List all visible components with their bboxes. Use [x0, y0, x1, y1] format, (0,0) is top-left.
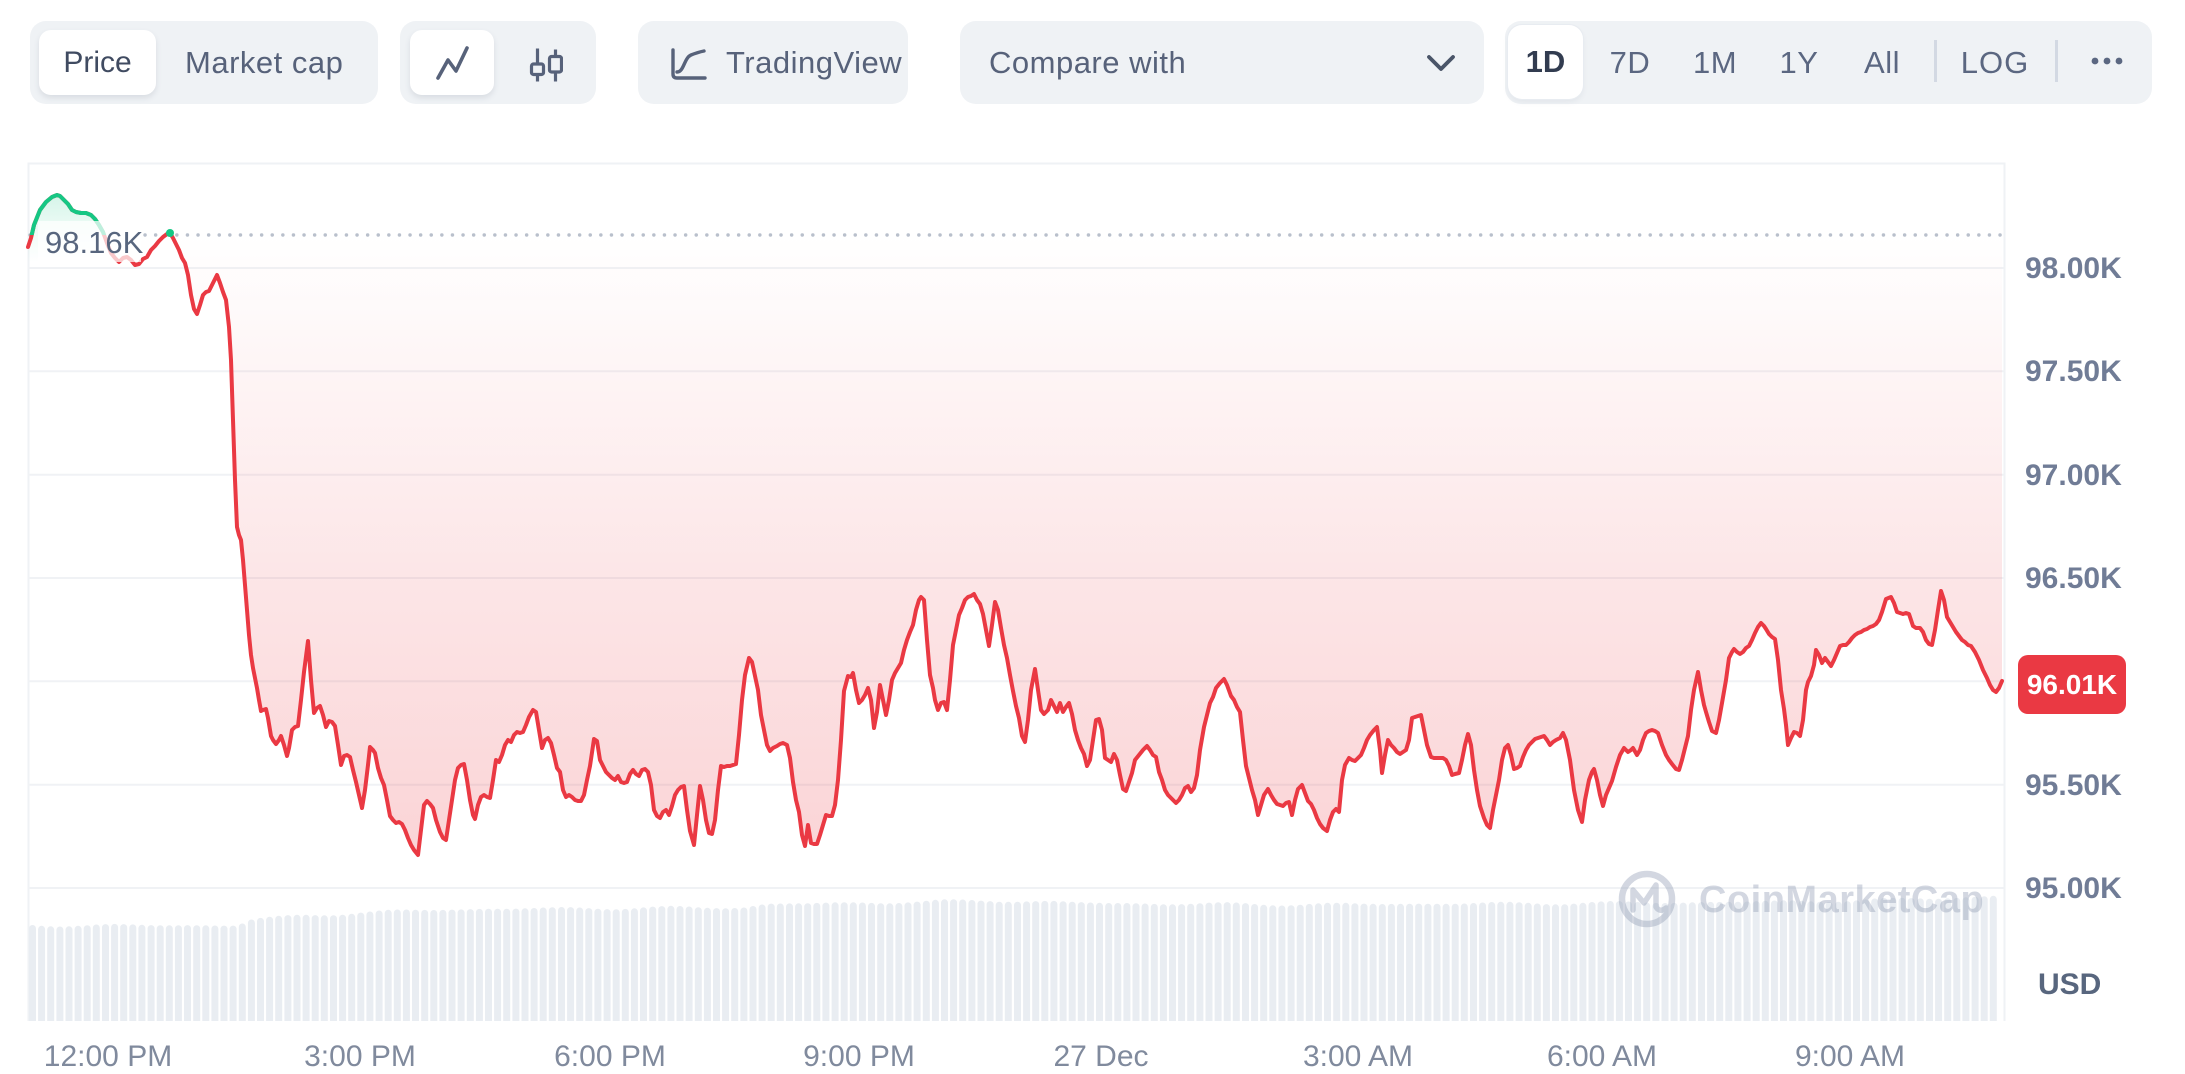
svg-text:95.00K: 95.00K: [2025, 872, 2122, 905]
svg-text:9:00 AM: 9:00 AM: [1795, 1040, 1905, 1073]
svg-text:3:00 AM: 3:00 AM: [1303, 1040, 1413, 1073]
svg-text:3:00 PM: 3:00 PM: [304, 1040, 416, 1073]
svg-text:97.50K: 97.50K: [2025, 355, 2122, 388]
svg-text:97.00K: 97.00K: [2025, 459, 2122, 492]
svg-text:27 Dec: 27 Dec: [1053, 1040, 1148, 1073]
svg-text:98.16K: 98.16K: [45, 225, 144, 260]
svg-text:96.01K: 96.01K: [2027, 669, 2117, 700]
svg-text:12:00 PM: 12:00 PM: [44, 1040, 172, 1073]
svg-text:96.50K: 96.50K: [2025, 562, 2122, 595]
svg-text:98.00K: 98.00K: [2025, 252, 2122, 285]
svg-text:9:00 PM: 9:00 PM: [803, 1040, 915, 1073]
svg-text:USD: USD: [2038, 968, 2101, 1001]
svg-text:6:00 AM: 6:00 AM: [1547, 1040, 1657, 1073]
svg-text:95.50K: 95.50K: [2025, 769, 2122, 802]
svg-text:6:00 PM: 6:00 PM: [554, 1040, 666, 1073]
svg-text:CoinMarketCap: CoinMarketCap: [1699, 879, 1984, 921]
